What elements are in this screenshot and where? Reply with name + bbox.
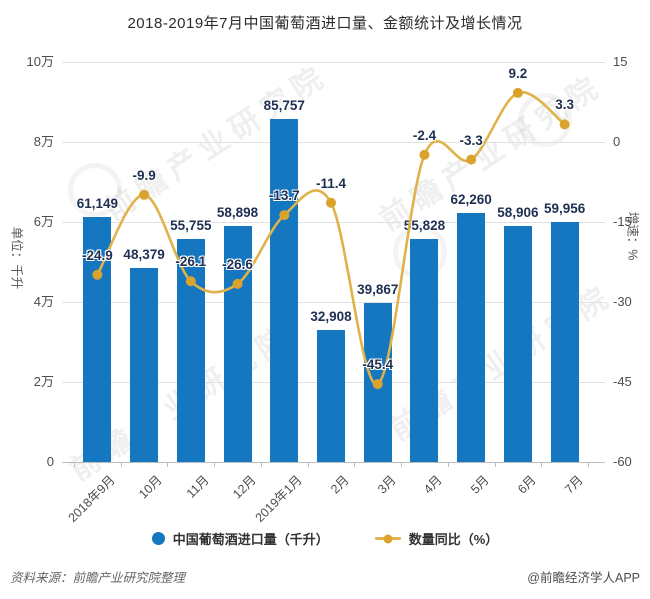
x-axis-tick (588, 462, 589, 467)
x-axis-label: 12月 (229, 472, 259, 502)
line-marker (559, 119, 570, 130)
line-value-label: -24.9 (81, 247, 113, 263)
line-value-label: -2.4 (412, 127, 437, 143)
x-axis-tick (74, 462, 75, 467)
y-axis-tick-label-left: 10万 (26, 54, 54, 69)
line-marker (326, 197, 336, 208)
y-axis-tick-label-right: -60 (613, 454, 632, 469)
y-axis-tick-label-left: 0 (46, 454, 54, 469)
x-axis-tick (120, 462, 122, 467)
footer: 资料来源：前瞻产业研究院整理 @前瞻经济学人APP (10, 567, 640, 586)
line-marker (419, 149, 430, 160)
bar-value-label: 48,379 (123, 247, 165, 263)
gridline (62, 62, 605, 63)
y-axis-tick-label-right: -45 (613, 374, 632, 389)
legend: 中国葡萄酒进口量（千升） 数量同比（%） (0, 529, 650, 548)
line-marker (466, 154, 477, 165)
x-axis-tick (447, 462, 449, 467)
bar (130, 268, 159, 462)
line-value-label: 9.2 (508, 65, 528, 81)
legend-label: 数量同比（%） (408, 532, 499, 547)
line-value-label: -26.1 (175, 254, 207, 270)
y-axis-tick-label-right: 0 (613, 134, 621, 149)
x-axis-label: 10月 (136, 472, 165, 502)
x-axis-label: 5月 (468, 472, 492, 497)
bar-value-label: 62,260 (450, 191, 492, 207)
bar-value-label: 85,757 (263, 97, 305, 113)
x-axis-tick (167, 462, 169, 467)
line-marker (512, 87, 523, 98)
legend-label: 中国葡萄酒进口量（千升） (172, 532, 329, 547)
x-axis-label: 7月 (561, 472, 586, 497)
bar-value-label: 58,906 (497, 205, 539, 221)
bar-value-label: 55,828 (403, 217, 446, 233)
bar (550, 222, 579, 462)
y-axis-tick-label-left: 4万 (33, 294, 54, 309)
line-series-marker-swatch (383, 534, 393, 543)
x-axis-label: 11月 (183, 472, 212, 501)
chart-title: 2018-2019年7月中国葡萄酒进口量、金额统计及增长情况 (127, 15, 523, 32)
y-axis-tick-label-left: 8万 (33, 134, 54, 149)
bar-value-label: 61,149 (76, 196, 119, 212)
bar (317, 330, 345, 462)
bar (363, 302, 392, 462)
line-value-label: -45.4 (362, 357, 394, 373)
credit-note: @前瞻经济学人APP (527, 571, 640, 585)
bar (457, 212, 486, 462)
x-axis-label: 2月 (328, 472, 352, 497)
data-source-note: 资料来源：前瞻产业研究院整理 (10, 571, 186, 585)
y-axis-tick-label-right: -15 (613, 214, 632, 229)
x-axis-tick (214, 462, 216, 467)
bar-value-label: 39,867 (357, 281, 399, 297)
gridline (62, 142, 605, 143)
gridline (62, 222, 605, 223)
bar (270, 118, 299, 462)
bar (410, 238, 439, 462)
x-axis-tick (354, 462, 356, 467)
bar-value-label: 59,956 (543, 201, 586, 217)
legend-item-yoy-growth[interactable]: 数量同比（%） (374, 529, 499, 548)
left-axis-title: 单位：千升 (9, 226, 24, 290)
bar-value-label: 58,898 (216, 205, 259, 221)
bar-value-label: 55,755 (170, 217, 212, 233)
x-axis-tick (401, 462, 403, 467)
line-value-label: -13.7 (268, 188, 300, 204)
x-axis-tick (541, 462, 543, 467)
x-axis-label: 3月 (374, 472, 399, 497)
gridline (62, 462, 605, 463)
y-axis-tick-label-left: 2万 (33, 374, 54, 389)
bar (176, 238, 205, 462)
bar (503, 226, 532, 462)
line-value-label: -26.6 (222, 256, 253, 272)
bar-value-label: 32,908 (310, 309, 352, 325)
x-axis-tick (494, 462, 496, 467)
line-value-label: -11.4 (315, 175, 347, 191)
line-marker (139, 189, 150, 200)
line-value-label: 3.3 (555, 97, 575, 113)
x-axis-label: 2019年1月 (252, 472, 305, 525)
bar-series-swatch (151, 532, 165, 545)
x-axis-label: 4月 (421, 472, 446, 497)
x-axis-tick (307, 462, 309, 467)
y-axis-tick-label-right: 15 (613, 54, 628, 69)
line-value-label: -3.3 (459, 132, 483, 148)
line-value-label: -9.9 (132, 167, 156, 183)
line-series-swatch (374, 534, 401, 543)
y-axis-tick-label-right: -30 (613, 294, 632, 309)
x-axis-tick (260, 462, 262, 467)
legend-item-import-volume[interactable]: 中国葡萄酒进口量（千升） (151, 529, 329, 548)
y-axis-tick-label-left: 6万 (33, 214, 54, 229)
x-axis-label: 2018年9月 (65, 472, 119, 525)
x-axis-label: 6月 (514, 472, 539, 497)
